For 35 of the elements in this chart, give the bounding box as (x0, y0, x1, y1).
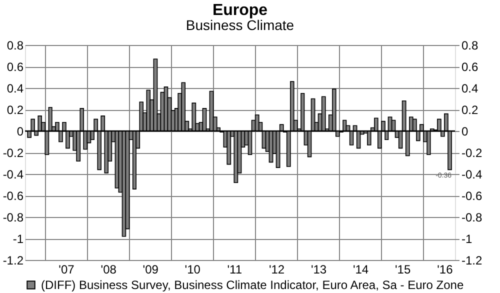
y-tick-label: 0.2 (6, 103, 24, 117)
y-tick-label: -0.6 (2, 189, 24, 203)
x-tick-label: '16 (437, 262, 454, 276)
y2-tick-label: 0.2 (462, 103, 479, 117)
y2-tick-label: 0.8 (462, 38, 479, 52)
y2-tick-label: -1 (462, 232, 472, 246)
y2-tick-label: 0.6 (462, 60, 479, 74)
y2-tick-label: -0.6 (462, 189, 483, 203)
y-tick-label: -1 (12, 232, 24, 246)
y2-tick-label: -0.8 (462, 210, 483, 224)
y-tick-label: -0.8 (2, 210, 24, 224)
x-tick-label: '11 (227, 262, 242, 276)
x-tick-label: '14 (352, 262, 369, 276)
y-tick-label: 0 (16, 124, 24, 138)
y-tick-label: -0.4 (2, 168, 24, 182)
y2-tick-label: -0.4 (462, 168, 483, 182)
y-tick-label: -0.2 (2, 146, 24, 160)
x-tick-label: '15 (394, 262, 411, 276)
x-tick-label: '09 (142, 262, 159, 276)
x-tick-label: '10 (184, 262, 201, 276)
legend-label: (DIFF) Business Survey, Business Climate Indicator, Euro Area, Sa - Euro Zone (41, 278, 464, 292)
x-tick-label: '12 (268, 262, 285, 276)
y2-tick-label: -1.2 (462, 254, 483, 268)
chart-subtitle: Business Climate (186, 17, 294, 33)
y-tick-label: 0.4 (6, 82, 24, 96)
y2-tick-label: 0 (462, 124, 468, 138)
x-tick-label: '13 (310, 262, 327, 276)
y2-tick-label: -0.2 (462, 146, 483, 160)
chart-title: Europe (212, 2, 268, 19)
x-tick-label: '07 (58, 262, 75, 276)
y-tick-label: -1.2 (2, 254, 24, 268)
y-tick-label: 0.8 (6, 38, 24, 52)
y-tick-label: 0.6 (6, 60, 24, 74)
x-tick-label: '08 (100, 262, 117, 276)
y2-tick-label: 0.4 (462, 82, 479, 96)
